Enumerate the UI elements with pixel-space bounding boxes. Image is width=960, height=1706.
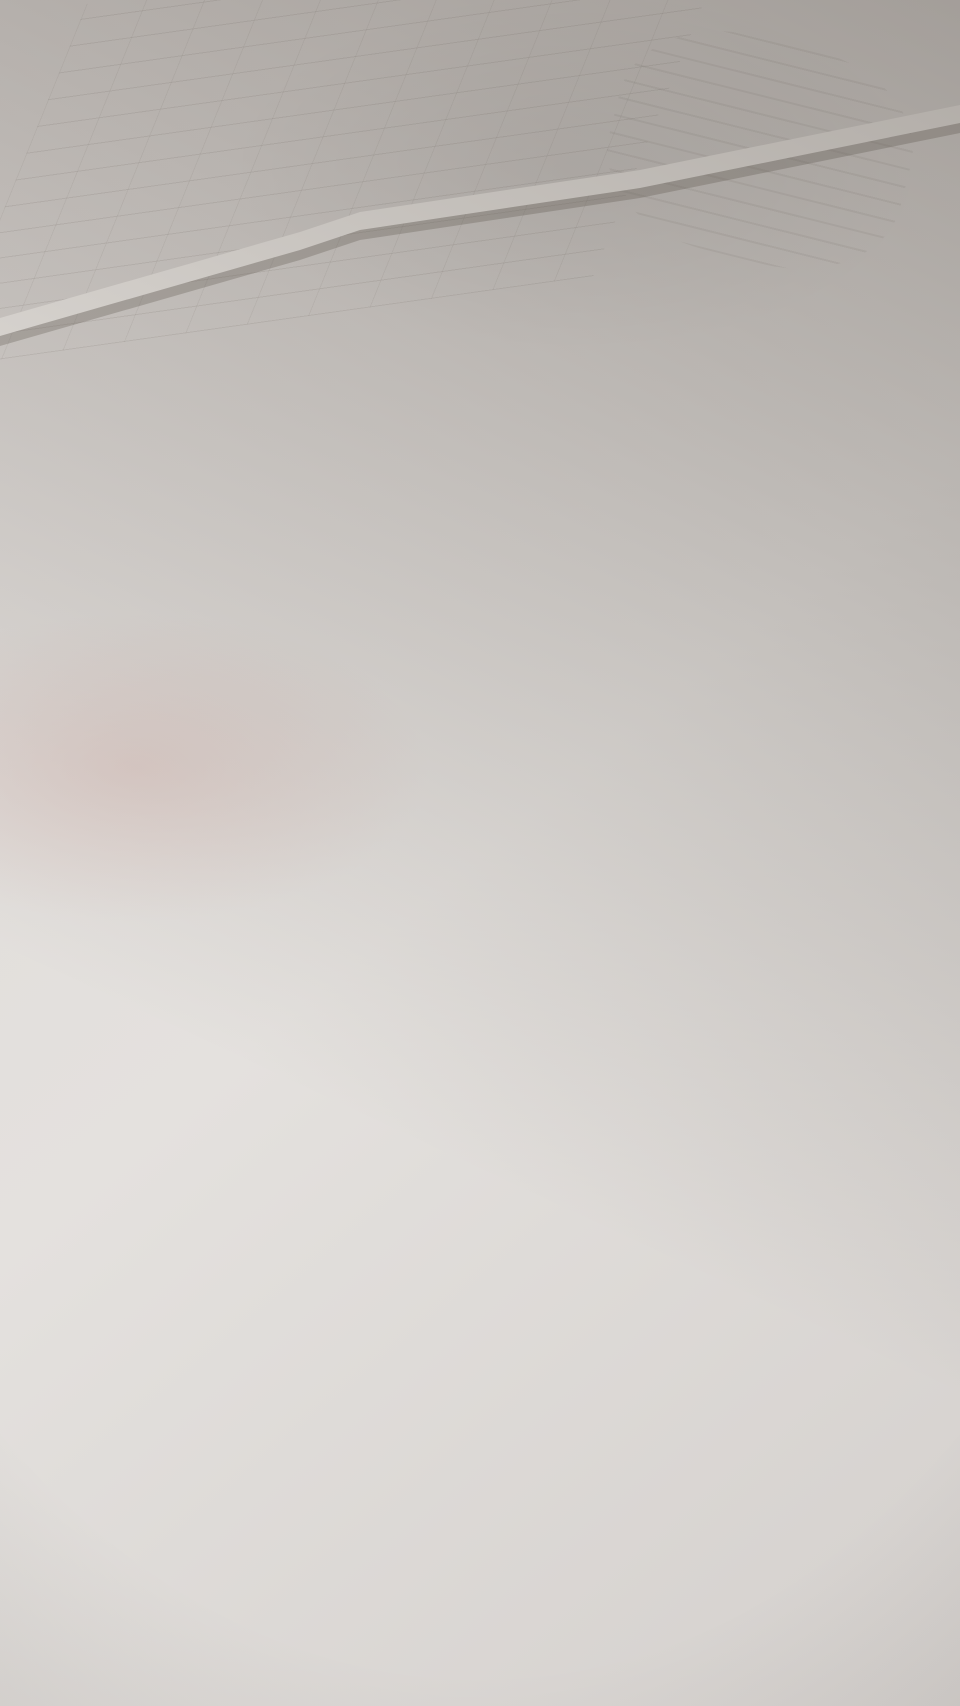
fold-edge-highlight xyxy=(0,105,960,346)
corner-shadow xyxy=(0,0,960,1706)
photo-of-laundry-invoice: ) บริษัท แชมปี เวลตี้เนส จำกัด (สำนักงาน… xyxy=(0,0,960,1706)
